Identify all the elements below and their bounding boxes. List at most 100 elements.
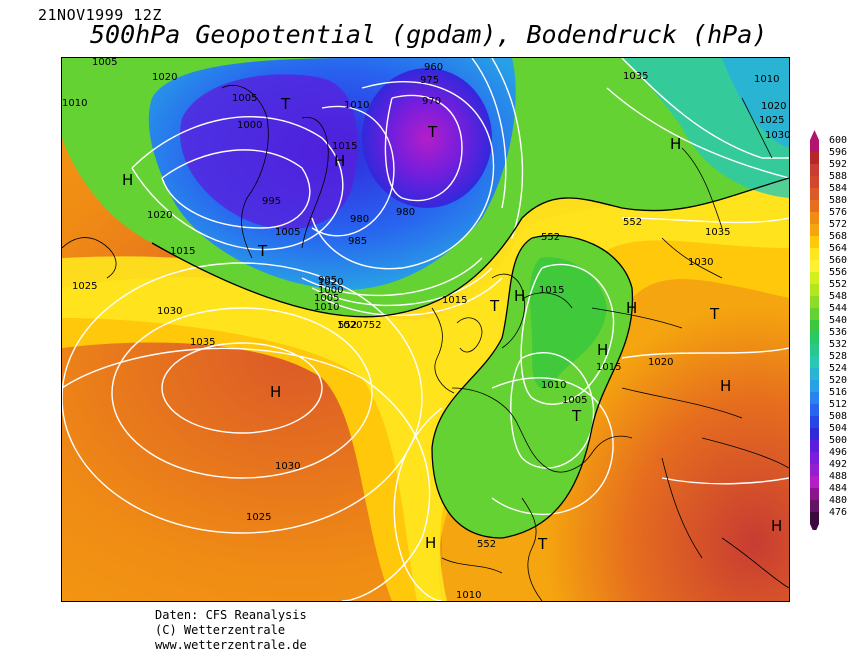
isobar-label: 1010 bbox=[62, 98, 87, 109]
legend-swatch bbox=[810, 392, 819, 404]
contour-label: 552 bbox=[623, 217, 642, 228]
isobar-label: 1015 bbox=[170, 246, 195, 257]
isobar-label: 1005 bbox=[232, 93, 257, 104]
legend-swatch bbox=[810, 212, 819, 224]
legend-swatch bbox=[810, 224, 819, 236]
isobar-label: 1010 bbox=[754, 74, 779, 85]
isobar-label: 1010 bbox=[344, 100, 369, 111]
legend-swatch bbox=[810, 152, 819, 164]
cold-core-east bbox=[362, 68, 492, 208]
isobar-label: 1020 bbox=[648, 357, 673, 368]
isobar-label: 995 bbox=[318, 275, 337, 286]
legend-value: 520 bbox=[829, 375, 848, 386]
copyright: (C) Wetterzentrale bbox=[155, 623, 286, 637]
low-pressure-symbol: T bbox=[571, 407, 582, 425]
legend-value: 480 bbox=[829, 495, 848, 506]
legend-value: 484 bbox=[829, 483, 848, 494]
legend-value: 536 bbox=[829, 327, 848, 338]
isobar-label: 1025 bbox=[72, 281, 97, 292]
low-pressure-symbol: T bbox=[280, 95, 291, 113]
legend-swatch bbox=[810, 164, 819, 176]
legend-value: 576 bbox=[829, 207, 848, 218]
isobar-label: 1005 bbox=[92, 58, 117, 68]
legend-swatch bbox=[810, 188, 819, 200]
isobar-label: 1020 bbox=[318, 277, 343, 288]
legend-value: 476 bbox=[829, 507, 848, 518]
legend-value: 492 bbox=[829, 459, 848, 470]
isobar-label: 1000 bbox=[318, 285, 343, 296]
data-source: Daten: CFS Reanalysis bbox=[155, 608, 307, 622]
isobar-label: 1015 bbox=[596, 362, 621, 373]
high-pressure-symbol: H bbox=[514, 287, 525, 305]
isobar-label: 960 bbox=[424, 62, 443, 73]
legend-swatch bbox=[810, 248, 819, 260]
legend-value: 600 bbox=[829, 135, 848, 146]
legend-value: 496 bbox=[829, 447, 848, 458]
isobar-label: 1025 bbox=[759, 115, 784, 126]
isobar-label: 1030 bbox=[765, 130, 789, 141]
pressure-centers: H T T H T H H H H T H T H T H H T bbox=[122, 95, 782, 553]
isobar-label: 1030 bbox=[688, 257, 713, 268]
coastlines bbox=[62, 85, 789, 601]
legend-value: 560 bbox=[829, 255, 848, 266]
legend-swatch bbox=[810, 296, 819, 308]
low-pressure-symbol: T bbox=[489, 297, 500, 315]
isobar-label: 1010 bbox=[541, 380, 566, 391]
isobar-label: 975 bbox=[420, 75, 439, 86]
weather-map[interactable]: 1005 1020 1010 1005 1000 995 1005 1020 1… bbox=[61, 57, 790, 602]
isobar-label: 980 bbox=[396, 207, 415, 218]
legend-value: 544 bbox=[829, 303, 848, 314]
legend-value: 488 bbox=[829, 471, 848, 482]
legend-swatch bbox=[810, 416, 819, 428]
blue-arctic-zone bbox=[722, 58, 789, 148]
legend-swatch bbox=[810, 404, 819, 416]
isobar-label: 1005 bbox=[562, 395, 587, 406]
legend-value: 568 bbox=[829, 231, 848, 242]
contour-552 bbox=[151, 177, 789, 539]
date-label: 21NOV1999 12Z bbox=[38, 6, 162, 24]
isobar-label: 1010 bbox=[456, 590, 481, 601]
chart-title: 500hPa Geopotential (gpdam), Bodendruck … bbox=[90, 20, 768, 49]
high-pressure-symbol: H bbox=[334, 152, 345, 170]
legend-swatch bbox=[810, 380, 819, 392]
low-pressure-symbol: T bbox=[257, 242, 268, 260]
isobar-label: 1010 bbox=[314, 302, 339, 313]
isobar-label: 1030 bbox=[275, 461, 300, 472]
color-legend: 600 596 592 588 584 580 576 572 568 564 560 556 552 5… bbox=[810, 130, 850, 530]
contour-labels: 552 552 552 552 bbox=[338, 217, 642, 550]
isobar-labels: 1005 1020 1010 1005 1000 995 1005 1020 1… bbox=[62, 58, 789, 601]
legend-value: 584 bbox=[829, 183, 848, 194]
contour-label: 552 bbox=[338, 320, 357, 331]
legend-swatch bbox=[810, 512, 819, 524]
legend-value: 528 bbox=[829, 351, 848, 362]
isobar-label: 1015 bbox=[442, 295, 467, 306]
high-pressure-symbol: H bbox=[270, 383, 281, 401]
legend-colorbar bbox=[810, 130, 819, 530]
legend-swatch bbox=[810, 356, 819, 368]
legend-swatch bbox=[810, 140, 819, 152]
isobar-label: 1025 bbox=[246, 512, 271, 523]
legend-value: 596 bbox=[829, 147, 848, 158]
legend-value: 588 bbox=[829, 171, 848, 182]
isobar-label: 1005 bbox=[314, 293, 339, 304]
legend-value: 512 bbox=[829, 399, 848, 410]
legend-swatch bbox=[810, 320, 819, 332]
legend-arrow-up bbox=[810, 130, 819, 140]
isobar-label: 1020 bbox=[761, 101, 786, 112]
legend-value: 504 bbox=[829, 423, 848, 434]
isobar-label: 1035 bbox=[705, 227, 730, 238]
isobar-label: 1035 bbox=[190, 337, 215, 348]
isobar-label: 1020752 bbox=[337, 320, 382, 331]
isobar-label: 985 bbox=[348, 236, 367, 247]
legend-value: 516 bbox=[829, 387, 848, 398]
isobar-label: 1020 bbox=[147, 210, 172, 221]
legend-value: 508 bbox=[829, 411, 848, 422]
legend-value: 552 bbox=[829, 279, 848, 290]
legend-value: 572 bbox=[829, 219, 848, 230]
isobar-label: 1005 bbox=[275, 227, 300, 238]
legend-value: 556 bbox=[829, 267, 848, 278]
legend-swatch bbox=[810, 236, 819, 248]
isobar-label: 1035 bbox=[623, 71, 648, 82]
legend-value: 548 bbox=[829, 291, 848, 302]
legend-value: 592 bbox=[829, 159, 848, 170]
